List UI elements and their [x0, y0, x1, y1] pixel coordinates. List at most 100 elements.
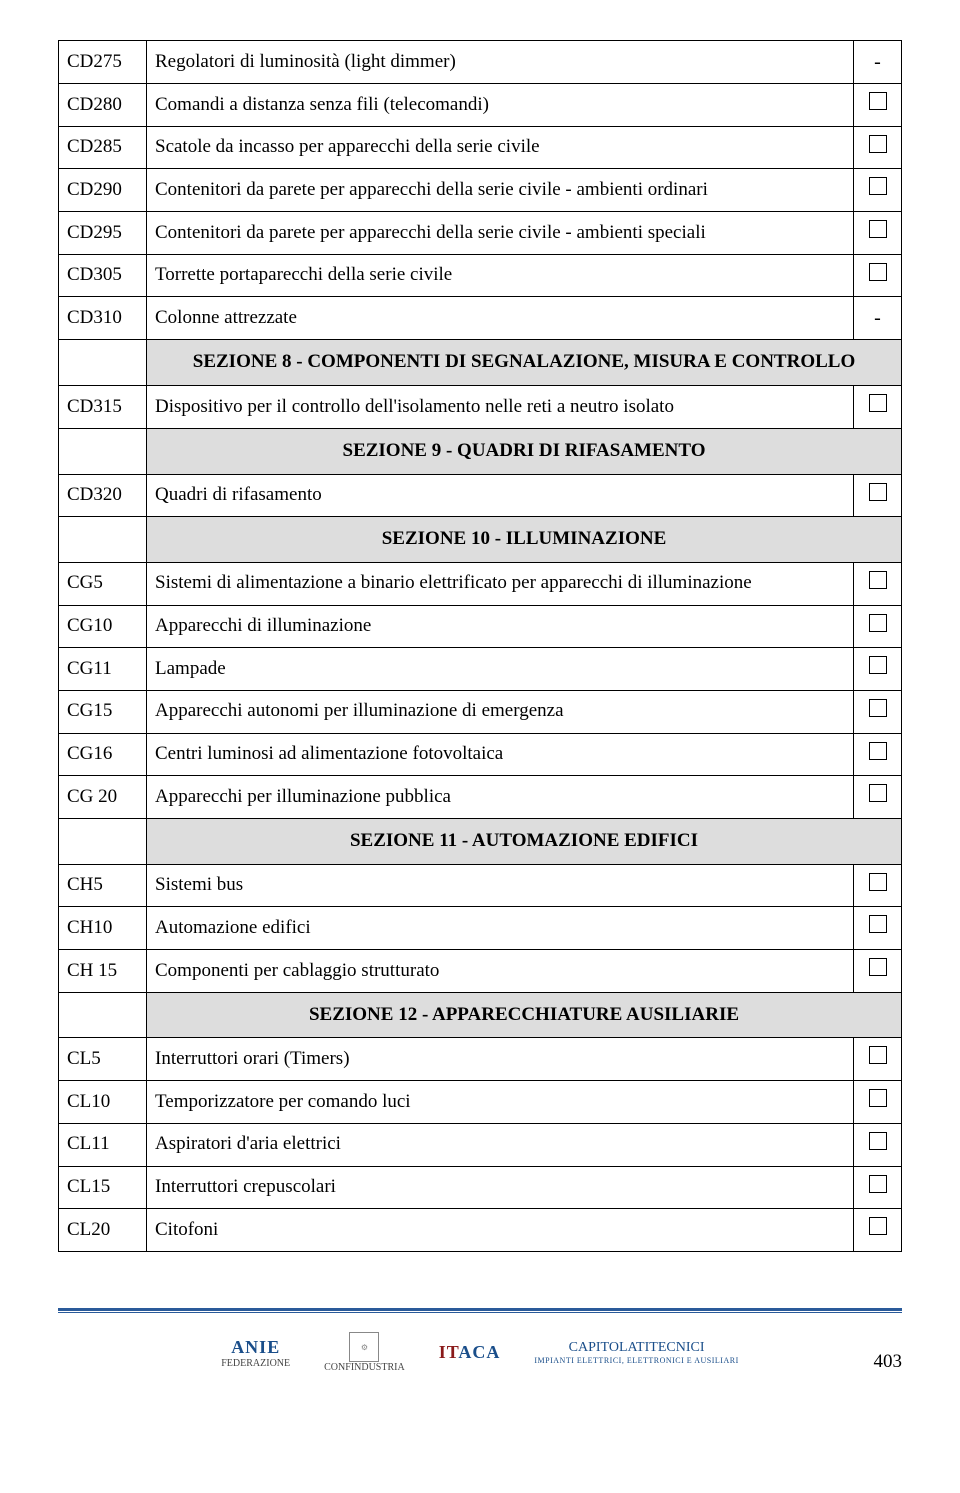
checkbox-icon[interactable]	[869, 177, 887, 195]
checkbox-icon[interactable]	[869, 1089, 887, 1107]
checkbox-cell	[854, 169, 902, 212]
code-cell: CG10	[59, 605, 147, 648]
section-header-row: SEZIONE 9 - QUADRI DI RIFASAMENTO	[59, 428, 902, 474]
checkbox-icon[interactable]	[869, 1175, 887, 1193]
checkbox-cell	[854, 776, 902, 819]
section-blank-cell	[59, 428, 147, 474]
table-row: CL5Interruttori orari (Timers)	[59, 1038, 902, 1081]
code-cell: CD310	[59, 297, 147, 340]
code-cell: CD280	[59, 84, 147, 127]
checkbox-icon[interactable]	[869, 92, 887, 110]
description-cell: Contenitori da parete per apparecchi del…	[147, 212, 854, 255]
checkbox-cell	[854, 254, 902, 297]
checkbox-icon[interactable]	[869, 263, 887, 281]
checkbox-cell	[854, 386, 902, 429]
description-cell: Apparecchi autonomi per illuminazione di…	[147, 690, 854, 733]
checkbox-cell	[854, 1123, 902, 1166]
checkbox-icon[interactable]	[869, 656, 887, 674]
checkbox-cell	[854, 1166, 902, 1209]
logo-anie: ANIE FEDERAZIONE	[221, 1337, 290, 1369]
description-cell: Apparecchi per illuminazione pubblica	[147, 776, 854, 819]
checkbox-cell	[854, 648, 902, 691]
code-cell: CG5	[59, 562, 147, 605]
table-row: CD280Comandi a distanza senza fili (tele…	[59, 84, 902, 127]
capitolati-title: CAPITOLATITECNICI	[569, 1340, 705, 1356]
checkbox-icon[interactable]	[869, 1217, 887, 1235]
dash-cell: -	[854, 297, 902, 340]
description-cell: Temporizzatore per comando luci	[147, 1081, 854, 1124]
table-row: CD305Torrette portaparecchi della serie …	[59, 254, 902, 297]
table-row: CD320Quadri di rifasamento	[59, 474, 902, 517]
code-cell: CL20	[59, 1209, 147, 1252]
section-title: SEZIONE 12 - APPARECCHIATURE AUSILIARIE	[147, 992, 902, 1038]
description-cell: Interruttori crepuscolari	[147, 1166, 854, 1209]
dash-cell: -	[854, 41, 902, 84]
page-footer: ANIE FEDERAZIONE ⚙ CONFINDUSTRIA ITACA C…	[0, 1308, 960, 1401]
section-title: SEZIONE 10 - ILLUMINAZIONE	[147, 517, 902, 563]
section-title: SEZIONE 9 - QUADRI DI RIFASAMENTO	[147, 428, 902, 474]
code-cell: CL11	[59, 1123, 147, 1166]
description-cell: Sistemi bus	[147, 864, 854, 907]
description-cell: Sistemi di alimentazione a binario elett…	[147, 562, 854, 605]
checkbox-icon[interactable]	[869, 571, 887, 589]
description-cell: Colonne attrezzate	[147, 297, 854, 340]
checkbox-icon[interactable]	[869, 699, 887, 717]
confindustria-text: CONFINDUSTRIA	[324, 1362, 405, 1373]
checkbox-icon[interactable]	[869, 614, 887, 632]
checkbox-icon[interactable]	[869, 220, 887, 238]
section-blank-cell	[59, 517, 147, 563]
checkbox-icon[interactable]	[869, 784, 887, 802]
checkbox-icon[interactable]	[869, 742, 887, 760]
code-cell: CD285	[59, 126, 147, 169]
confindustria-crest-icon: ⚙	[349, 1332, 379, 1362]
anie-sub: FEDERAZIONE	[221, 1358, 290, 1369]
description-cell: Lampade	[147, 648, 854, 691]
description-cell: Comandi a distanza senza fili (telecoman…	[147, 84, 854, 127]
checkbox-icon[interactable]	[869, 915, 887, 933]
code-cell: CD315	[59, 386, 147, 429]
checkbox-icon[interactable]	[869, 135, 887, 153]
capitolati-sub: IMPIANTI ELETTRICI, ELETTRONICI E AUSILI…	[534, 1356, 738, 1365]
anie-text: ANIE	[231, 1337, 280, 1358]
table-row: CD290Contenitori da parete per apparecch…	[59, 169, 902, 212]
checkbox-icon[interactable]	[869, 483, 887, 501]
checkbox-icon[interactable]	[869, 873, 887, 891]
table-row: CG16Centri luminosi ad alimentazione fot…	[59, 733, 902, 776]
section-header-row: SEZIONE 12 - APPARECCHIATURE AUSILIARIE	[59, 992, 902, 1038]
checkbox-cell	[854, 733, 902, 776]
logo-confindustria: ⚙ CONFINDUSTRIA	[324, 1332, 405, 1373]
checkbox-cell	[854, 950, 902, 993]
description-cell: Centri luminosi ad alimentazione fotovol…	[147, 733, 854, 776]
code-cell: CH10	[59, 907, 147, 950]
table-row: CH5Sistemi bus	[59, 864, 902, 907]
code-cell: CH5	[59, 864, 147, 907]
section-header-row: SEZIONE 11 - AUTOMAZIONE EDIFICI	[59, 819, 902, 865]
code-cell: CH 15	[59, 950, 147, 993]
checkbox-cell	[854, 1038, 902, 1081]
description-cell: Automazione edifici	[147, 907, 854, 950]
section-header-row: SEZIONE 10 - ILLUMINAZIONE	[59, 517, 902, 563]
description-cell: Citofoni	[147, 1209, 854, 1252]
section-blank-cell	[59, 819, 147, 865]
description-cell: Regolatori di luminosità (light dimmer)	[147, 41, 854, 84]
code-cell: CG16	[59, 733, 147, 776]
description-cell: Aspiratori d'aria elettrici	[147, 1123, 854, 1166]
table-row: CL15Interruttori crepuscolari	[59, 1166, 902, 1209]
table-row: CD310Colonne attrezzate-	[59, 297, 902, 340]
checkbox-icon[interactable]	[869, 1046, 887, 1064]
checkbox-cell	[854, 562, 902, 605]
section-blank-cell	[59, 992, 147, 1038]
section-blank-cell	[59, 340, 147, 386]
code-cell: CG11	[59, 648, 147, 691]
checkbox-cell	[854, 907, 902, 950]
checkbox-icon[interactable]	[869, 394, 887, 412]
code-cell: CL10	[59, 1081, 147, 1124]
table-row: CL11Aspiratori d'aria elettrici	[59, 1123, 902, 1166]
checkbox-icon[interactable]	[869, 958, 887, 976]
checkbox-icon[interactable]	[869, 1132, 887, 1150]
description-cell: Contenitori da parete per apparecchi del…	[147, 169, 854, 212]
table-row: CG15Apparecchi autonomi per illuminazion…	[59, 690, 902, 733]
description-cell: Torrette portaparecchi della serie civil…	[147, 254, 854, 297]
table-row: CL10Temporizzatore per comando luci	[59, 1081, 902, 1124]
code-cell: CD295	[59, 212, 147, 255]
